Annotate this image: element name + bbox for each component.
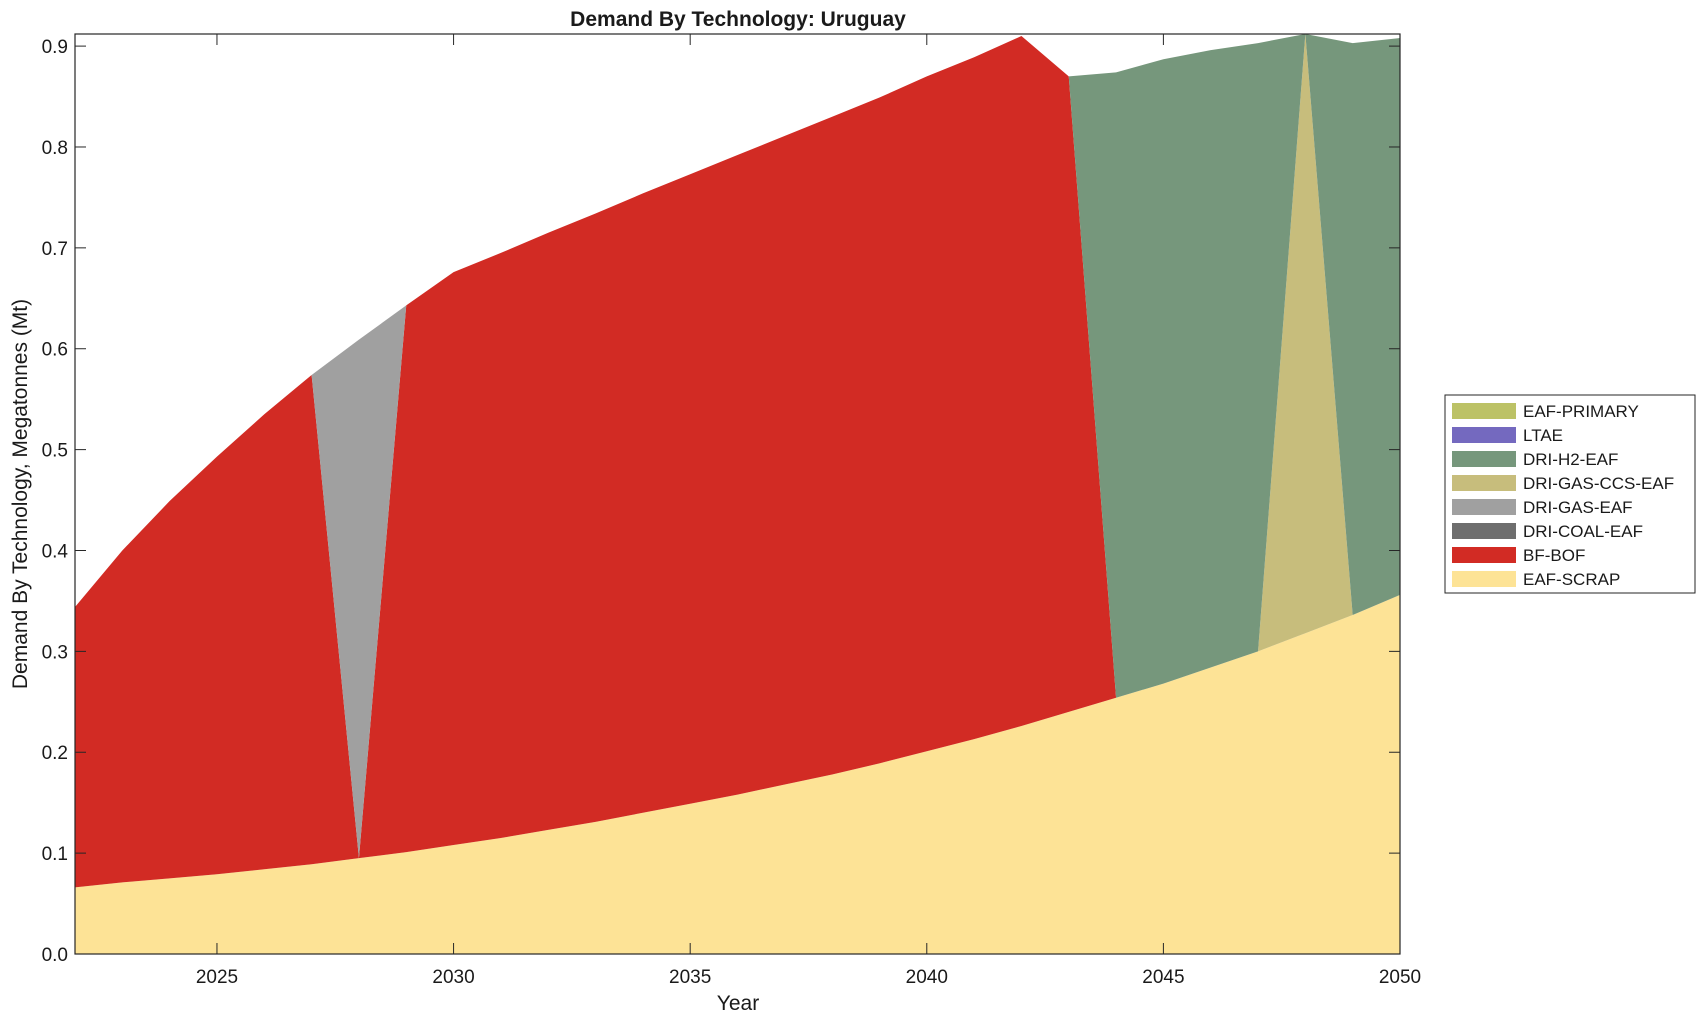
legend-swatch-dri-gas-eaf [1452, 499, 1516, 515]
y-axis-label: Demand By Technology, Megatonnes (Mt) [9, 299, 32, 689]
legend-swatch-dri-coal-eaf [1452, 523, 1516, 539]
legend: EAF-PRIMARY LTAE DRI-H2-EAF DRI-GAS-CCS-EAF… [1444, 394, 1696, 594]
y-tick-label: 0.9 [42, 37, 68, 58]
x-tick-label: 2050 [1379, 967, 1421, 988]
legend-swatch-dri-gas-ccs-eaf [1452, 475, 1516, 491]
y-tick-label: 0.3 [42, 642, 68, 663]
legend-label-eaf-scrap: EAF-SCRAP [1523, 570, 1620, 589]
x-tick-label: 2025 [196, 967, 238, 988]
y-tick-label: 0.4 [42, 541, 69, 562]
y-tick-label: 0.1 [42, 844, 68, 865]
area-dri-gas-ccs-eaf [75, 34, 1400, 698]
y-tick-label: 0.7 [42, 239, 68, 260]
y-tick-label: 0.5 [42, 441, 68, 462]
legend-swatch-eaf-primary [1452, 403, 1516, 419]
y-tick-label: 0.2 [42, 743, 68, 764]
chart-title: Demand By Technology: Uruguay [570, 8, 906, 31]
x-tick-label: 2045 [1142, 967, 1184, 988]
legend-label-ltae: LTAE [1523, 426, 1563, 445]
legend-label-dri-gas-eaf: DRI-GAS-EAF [1523, 498, 1633, 517]
x-tick-label: 2035 [669, 967, 711, 988]
y-tick-label: 0.0 [42, 945, 68, 966]
area-dri-h2-eaf [75, 34, 1400, 698]
area-eaf-scrap [75, 594, 1400, 954]
legend-swatch-ltae [1452, 427, 1516, 443]
legend-label-dri-h2-eaf: DRI-H2-EAF [1523, 450, 1618, 469]
legend-label-dri-gas-ccs-eaf: DRI-GAS-CCS-EAF [1523, 474, 1674, 493]
area-dri-gas-eaf [75, 36, 1400, 859]
x-tick-label: 2030 [432, 967, 474, 988]
areas-layer [75, 34, 1400, 954]
area-bf-bof [75, 36, 1400, 888]
legend-swatch-dri-h2-eaf [1452, 451, 1516, 467]
legend-swatch-eaf-scrap [1452, 571, 1516, 587]
y-tick-label: 0.6 [42, 340, 68, 361]
legend-label-bf-bof: BF-BOF [1523, 546, 1585, 565]
legend-label-dri-coal-eaf: DRI-COAL-EAF [1523, 522, 1643, 541]
x-axis-label: Year [717, 992, 759, 1015]
legend-swatch-bf-bof [1452, 547, 1516, 563]
x-tick-label: 2040 [906, 967, 948, 988]
legend-label-eaf-primary: EAF-PRIMARY [1523, 402, 1639, 421]
ticks-layer: 2025 2030 2035 2040 2045 2050 0.0 0.1 0.2 0.3 0.4 0… [42, 34, 1421, 988]
plot-frame [74, 33, 1401, 955]
y-tick-label: 0.8 [42, 138, 68, 159]
